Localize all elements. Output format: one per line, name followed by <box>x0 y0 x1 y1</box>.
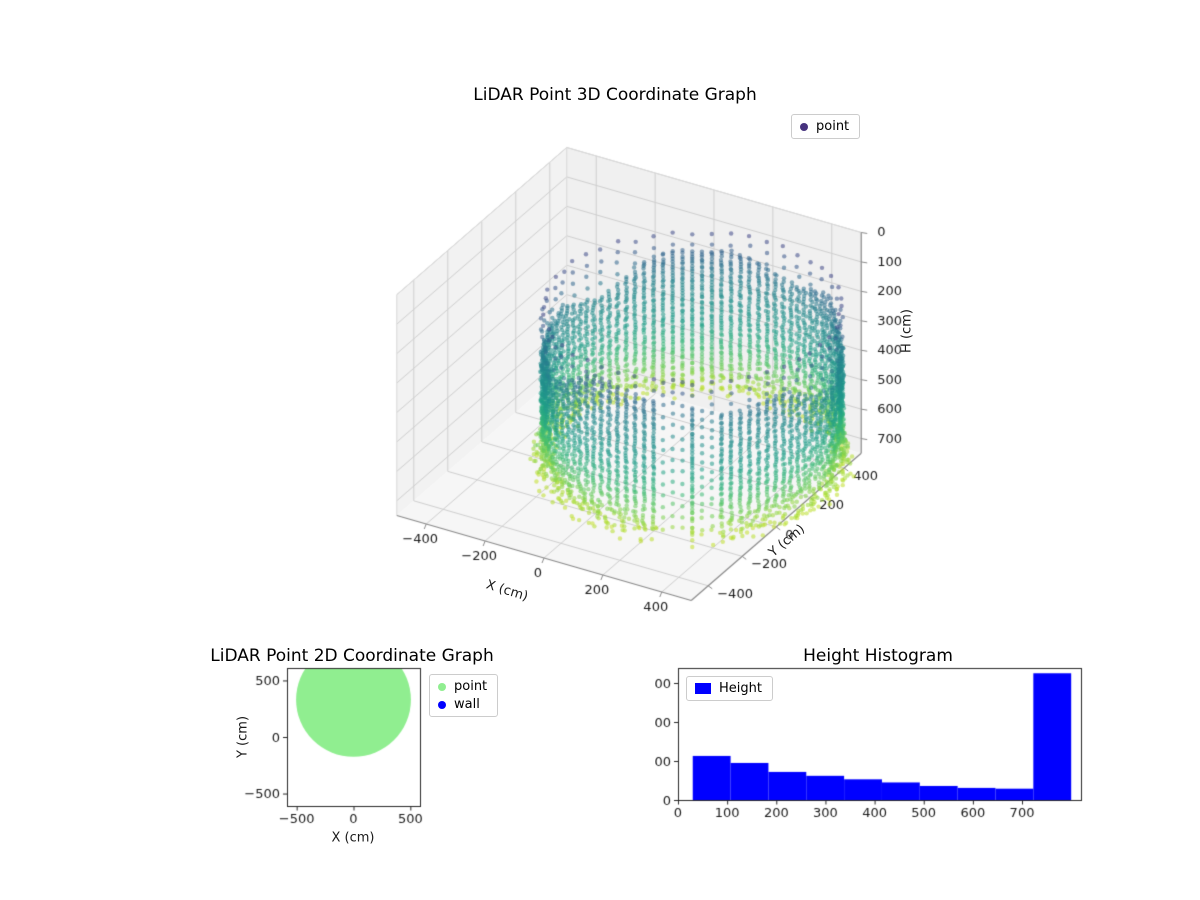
legend-histogram: Height <box>686 676 773 701</box>
legend-label: wall <box>454 697 480 712</box>
legend-item-wall-2d: wall <box>438 697 487 712</box>
legend-item-point-3d: point <box>800 119 849 134</box>
legend-label: point <box>816 119 850 134</box>
legend-3d: point <box>791 114 861 139</box>
height-histogram-canvas <box>655 640 1105 865</box>
title-histogram: Height Histogram <box>803 646 953 666</box>
point-marker-icon <box>800 122 808 131</box>
point-marker-icon <box>438 682 446 691</box>
legend-label: point <box>454 679 488 694</box>
legend-label: Height <box>719 681 762 696</box>
title-3d: LiDAR Point 3D Coordinate Graph <box>473 85 757 105</box>
legend-2d: point wall <box>429 674 499 717</box>
legend-item-point-2d: point <box>438 679 487 694</box>
y-axis-label-2d: Y (cm) <box>235 715 251 759</box>
x-axis-label-2d: X (cm) <box>331 830 375 846</box>
legend-item-height: Height <box>695 681 762 696</box>
wall-marker-icon <box>438 700 446 709</box>
lidar-3d-canvas <box>280 105 960 635</box>
title-2d: LiDAR Point 2D Coordinate Graph <box>210 646 494 666</box>
h-axis-label-3d: H (cm) <box>899 309 915 353</box>
height-patch-icon <box>695 683 711 694</box>
